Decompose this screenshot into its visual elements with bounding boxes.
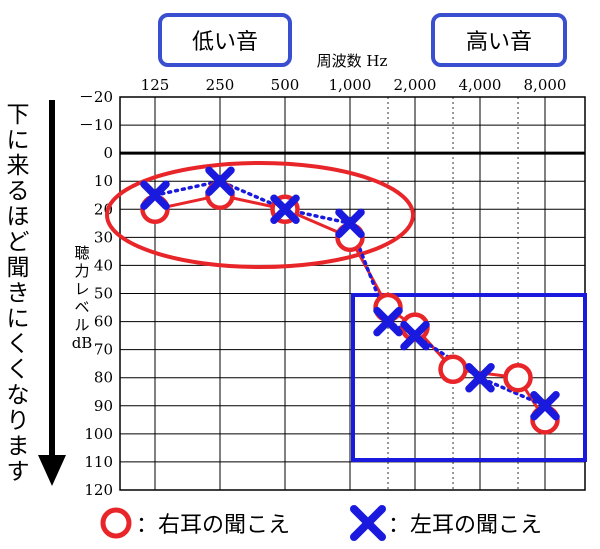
y-tick-label: 80 — [94, 369, 113, 387]
low-frequency-highlight-ellipse — [105, 161, 415, 269]
y-tick-label: －20 — [79, 88, 113, 106]
y-tick-label: 110 — [84, 453, 113, 471]
legend-left-text: ：左耳の聞こえ — [388, 513, 542, 538]
y-axis-label-char: dB — [72, 334, 93, 352]
side-arrow-char: 聞 — [7, 255, 30, 281]
x-tick-label: 2,000 — [394, 76, 437, 94]
side-arrow-char: く — [7, 332, 30, 358]
side-arrow-char: す — [7, 459, 30, 485]
side-arrow-head — [38, 455, 66, 486]
side-arrow-char: き — [7, 281, 30, 307]
x-tick-label: 125 — [141, 76, 170, 94]
y-tick-label: 100 — [84, 425, 113, 443]
left-ear-point — [140, 180, 170, 210]
x-tick-label: 4,000 — [459, 76, 502, 94]
side-arrow-char: に — [7, 306, 30, 332]
data-series — [140, 166, 560, 435]
y-tick-label: 50 — [94, 285, 113, 303]
y-axis-label-char: 聴 — [74, 244, 89, 262]
high-sound-label: 高い音 — [431, 13, 567, 67]
x-tick-label: 8,000 — [524, 76, 567, 94]
high-frequency-highlight-box — [351, 293, 587, 462]
side-arrow — [38, 100, 66, 486]
x-tick-label: 500 — [271, 76, 300, 94]
side-arrow-char: り — [7, 408, 30, 434]
y-tick-label: 120 — [84, 481, 113, 499]
low-sound-box — [158, 13, 292, 67]
y-tick-label: 90 — [94, 397, 113, 415]
y-tick-label: 40 — [94, 256, 113, 274]
right-ear-point — [438, 354, 468, 385]
y-axis-label-char: ベ — [74, 298, 89, 316]
left-ear-point — [205, 166, 235, 196]
low-sound-text: 低い音 — [192, 30, 258, 55]
side-arrow-char: く — [7, 357, 30, 383]
side-arrow-char: 来 — [7, 153, 30, 179]
y-tick-label: 60 — [94, 313, 113, 331]
side-arrow-char: ま — [7, 434, 30, 460]
side-arrow-char: ほ — [7, 204, 30, 230]
y-tick-label: －10 — [79, 116, 113, 134]
left-ear-point — [270, 194, 300, 225]
left-ear-point — [373, 306, 403, 337]
left-ear-point — [530, 391, 560, 421]
y-axis-label-char: 力 — [74, 262, 89, 280]
legend-right-text: ：右耳の聞こえ — [136, 513, 290, 538]
side-arrow-char: な — [7, 383, 30, 409]
left-ear-point — [465, 362, 495, 393]
left-ear-point — [400, 320, 430, 351]
y-tick-label: 70 — [94, 341, 113, 359]
high-sound-box — [431, 13, 567, 67]
low-sound-label: 低い音 — [158, 13, 292, 67]
left-ear-point — [335, 208, 365, 239]
y-tick-label: 0 — [103, 144, 113, 162]
x-tick-labels: 125 250 500 1,000 2,000 4,000 8,000 — [141, 76, 567, 94]
x-tick-label: 1,000 — [329, 76, 372, 94]
legend: ：右耳の聞こえ ：左耳の聞こえ — [100, 505, 542, 541]
right-ear-point — [503, 362, 533, 393]
legend-right-marker — [100, 507, 132, 539]
y-axis-label-char: レ — [74, 280, 89, 298]
y-tick-label: 10 — [94, 172, 113, 190]
y-axis-label-char: ル — [74, 316, 89, 334]
side-arrow-char: 下 — [7, 102, 30, 128]
legend-left-marker — [350, 505, 386, 541]
side-arrow-char: ど — [7, 230, 30, 256]
high-sound-text: 高い音 — [466, 30, 532, 55]
side-arrow-char: に — [7, 128, 30, 154]
x-tick-label: 250 — [206, 76, 235, 94]
side-arrow-char: る — [7, 179, 30, 205]
x-axis-label: 周波数 Hz — [317, 52, 388, 70]
y-tick-label: 30 — [94, 228, 113, 246]
